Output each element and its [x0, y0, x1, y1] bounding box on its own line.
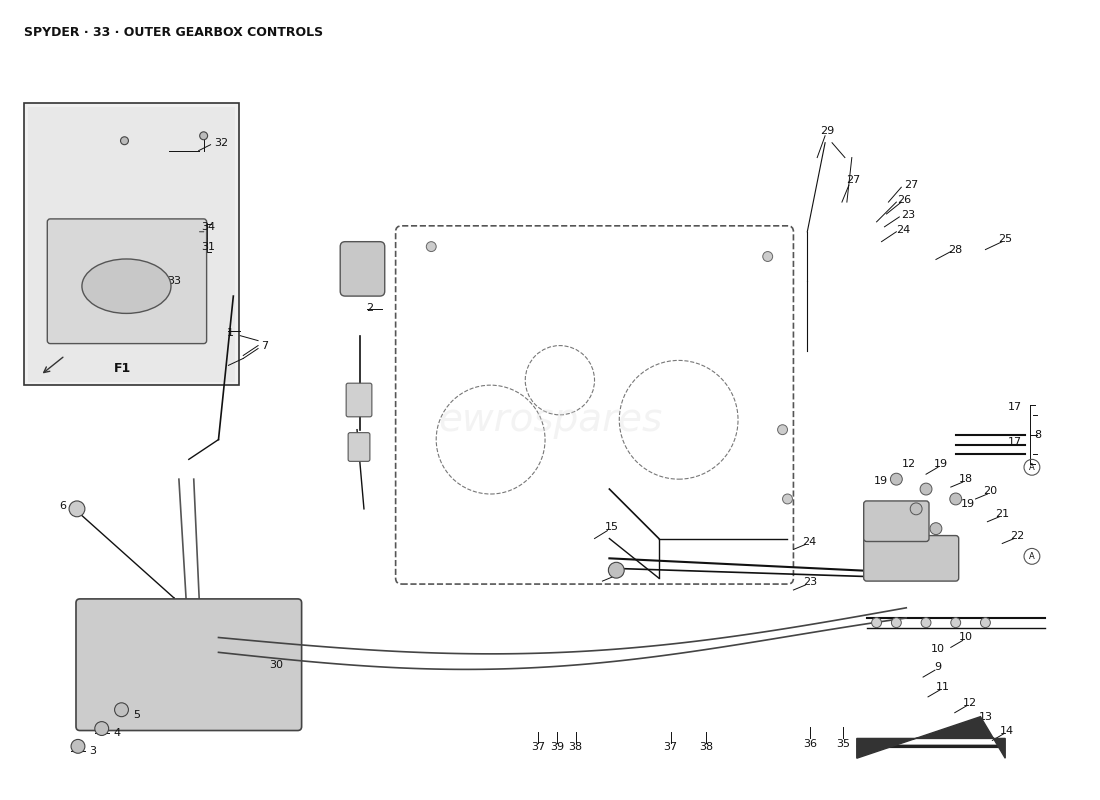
FancyBboxPatch shape — [346, 383, 372, 417]
Circle shape — [891, 618, 901, 628]
Circle shape — [890, 474, 902, 485]
Text: 24: 24 — [802, 537, 816, 546]
Circle shape — [114, 703, 129, 717]
Text: 23: 23 — [803, 577, 817, 587]
Text: 10: 10 — [958, 633, 972, 642]
Text: 8: 8 — [1034, 430, 1042, 440]
Text: 11: 11 — [936, 682, 950, 692]
Text: 27: 27 — [846, 175, 860, 186]
Text: ewrospares: ewrospares — [438, 401, 662, 438]
Circle shape — [871, 618, 881, 628]
Text: 9: 9 — [934, 662, 942, 672]
Text: 19: 19 — [934, 459, 948, 470]
Text: 32: 32 — [214, 138, 229, 148]
Circle shape — [608, 562, 624, 578]
Text: 28: 28 — [948, 245, 962, 254]
Text: 6: 6 — [59, 501, 67, 511]
Circle shape — [921, 618, 931, 628]
Text: 34: 34 — [201, 222, 216, 232]
Text: 20: 20 — [983, 486, 998, 496]
Text: 2: 2 — [366, 303, 374, 313]
FancyBboxPatch shape — [340, 242, 385, 296]
Text: 21: 21 — [996, 509, 1010, 519]
Text: 18: 18 — [958, 474, 972, 484]
Text: 39: 39 — [550, 742, 564, 752]
Circle shape — [920, 483, 932, 495]
Text: 10: 10 — [931, 644, 945, 654]
FancyBboxPatch shape — [28, 107, 235, 382]
Circle shape — [200, 132, 208, 140]
Text: 7: 7 — [262, 341, 268, 350]
Text: 23: 23 — [901, 210, 915, 220]
Text: 36: 36 — [803, 739, 817, 750]
FancyBboxPatch shape — [23, 103, 240, 385]
Text: 14: 14 — [1000, 726, 1014, 735]
Text: 12: 12 — [962, 698, 977, 708]
Text: 30: 30 — [268, 660, 283, 670]
Text: 13: 13 — [978, 712, 992, 722]
Text: 4: 4 — [113, 729, 120, 738]
Text: 27: 27 — [904, 180, 918, 190]
Text: 12: 12 — [902, 459, 916, 470]
Circle shape — [762, 251, 772, 262]
Circle shape — [121, 137, 129, 145]
Circle shape — [427, 242, 437, 251]
Circle shape — [72, 739, 85, 754]
Circle shape — [950, 618, 960, 628]
FancyBboxPatch shape — [864, 501, 930, 542]
Text: 37: 37 — [663, 742, 678, 752]
Text: 35: 35 — [836, 739, 850, 750]
Circle shape — [95, 722, 109, 735]
Ellipse shape — [81, 259, 170, 314]
Circle shape — [778, 425, 788, 434]
Polygon shape — [857, 717, 1005, 758]
Text: A: A — [1030, 462, 1035, 472]
Text: 25: 25 — [904, 547, 918, 558]
FancyBboxPatch shape — [864, 535, 959, 581]
Text: 33: 33 — [167, 276, 182, 286]
Text: 25: 25 — [998, 234, 1012, 244]
Circle shape — [930, 522, 942, 534]
Circle shape — [980, 618, 990, 628]
Text: 3: 3 — [89, 746, 97, 756]
Text: 5: 5 — [133, 710, 140, 720]
Text: 26: 26 — [898, 195, 911, 205]
Text: A: A — [1030, 552, 1035, 561]
Text: 1: 1 — [227, 328, 234, 338]
Text: SPYDER · 33 · OUTER GEARBOX CONTROLS: SPYDER · 33 · OUTER GEARBOX CONTROLS — [23, 26, 322, 39]
Text: 29: 29 — [820, 126, 834, 136]
Text: 17: 17 — [1008, 437, 1022, 446]
FancyBboxPatch shape — [348, 433, 370, 462]
Circle shape — [910, 503, 922, 514]
Text: 19: 19 — [960, 499, 975, 509]
Text: 24: 24 — [896, 225, 911, 234]
FancyBboxPatch shape — [47, 219, 207, 343]
Text: 17: 17 — [1008, 402, 1022, 412]
Text: 22: 22 — [1010, 530, 1024, 541]
Circle shape — [949, 493, 961, 505]
Text: 16: 16 — [612, 568, 625, 578]
Text: 37: 37 — [531, 742, 546, 752]
Circle shape — [782, 494, 792, 504]
Text: F1: F1 — [114, 362, 131, 375]
Text: 31: 31 — [201, 242, 216, 252]
Text: 15: 15 — [604, 522, 618, 532]
Text: 38: 38 — [700, 742, 714, 752]
Text: 38: 38 — [569, 742, 583, 752]
FancyBboxPatch shape — [76, 599, 301, 730]
Text: 19: 19 — [873, 476, 888, 486]
Circle shape — [69, 501, 85, 517]
